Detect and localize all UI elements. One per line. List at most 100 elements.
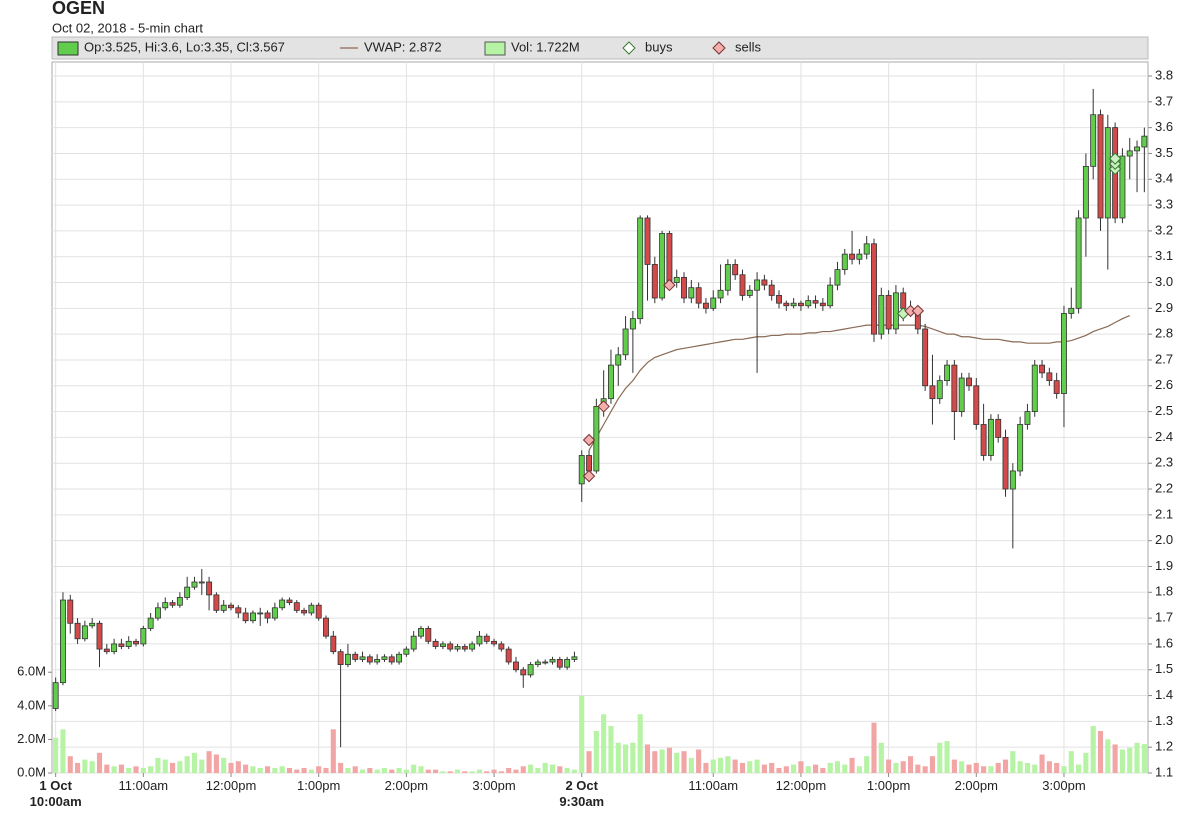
volume-bar [557, 766, 563, 773]
volume-bar [981, 766, 987, 773]
volume-bar [89, 761, 95, 773]
candle-body [578, 455, 585, 485]
y-tick-label: 1.1 [1155, 764, 1173, 779]
candle-body [184, 586, 191, 598]
volume-bar [1054, 762, 1060, 773]
legend-swatch [484, 41, 506, 56]
volume-bar [608, 725, 614, 773]
candle-body [681, 276, 687, 299]
volume-bar [644, 744, 651, 773]
candle-body [702, 302, 709, 309]
volume-bar [279, 766, 285, 773]
volume-bar [447, 771, 453, 773]
volume-bar [257, 767, 263, 773]
volume-bar [1090, 725, 1096, 773]
candle-body [688, 287, 695, 299]
plot-area [51, 61, 1149, 774]
candle-body [447, 643, 454, 650]
candle-body [249, 612, 256, 622]
volume-bar [60, 729, 66, 773]
volume-bar [937, 742, 943, 773]
x-tick-label: 1:00pm [297, 778, 341, 793]
y2-tick-label: 2.0M [17, 731, 46, 746]
volume-bar [1134, 742, 1140, 773]
volume-bar [615, 742, 621, 773]
volume-bar [484, 771, 490, 773]
candle-body [1141, 135, 1148, 148]
sell-marker [582, 469, 596, 483]
candle-body [213, 594, 220, 611]
volume-bar [162, 759, 168, 773]
candle-body [783, 302, 790, 307]
candle-body [710, 297, 717, 309]
volume-bar [506, 767, 512, 773]
candle-body [454, 646, 461, 650]
candle-body [805, 300, 812, 307]
candle-body [958, 377, 965, 412]
volume-bar [221, 757, 227, 773]
candle-body [118, 643, 125, 647]
volume-bar [286, 767, 293, 773]
candle-body [980, 424, 987, 456]
y-tick-label: 3.0 [1155, 274, 1173, 289]
volume-bar [696, 749, 702, 773]
candle-body [571, 656, 578, 660]
candle-body [1002, 437, 1009, 490]
candle-body [922, 328, 929, 387]
volume-bar [272, 767, 278, 773]
candle-body [944, 364, 951, 382]
volume-bar [294, 769, 300, 773]
volume-bar [184, 756, 190, 773]
x-tick-label: 3:00pm [1042, 778, 1086, 793]
candle-body [1126, 150, 1133, 157]
volume-bar [674, 752, 680, 773]
volume-bar [827, 762, 833, 773]
candle-body [439, 643, 446, 647]
candle-body [286, 599, 293, 604]
sell-marker [597, 400, 610, 413]
volume-bar [571, 769, 577, 773]
y2-tick-label: 4.0M [17, 697, 46, 712]
candle-body [476, 635, 483, 645]
volume-bar [842, 764, 848, 773]
volume-bar [469, 771, 475, 773]
y-tick-label: 3.5 [1155, 145, 1173, 160]
candle-body [103, 648, 110, 653]
y-tick-label: 2.7 [1155, 351, 1173, 366]
chart-title: OGEN [52, 0, 105, 18]
candle-body [60, 599, 66, 684]
candle-body [147, 617, 154, 629]
y-tick-label: 2.3 [1155, 455, 1173, 470]
volume-bar [111, 766, 117, 773]
candle-body [235, 607, 242, 614]
volume-bar [754, 759, 760, 773]
volume-bar [206, 751, 212, 773]
volume-bar [1097, 731, 1104, 773]
volume-bar [915, 764, 921, 773]
candle-body [776, 295, 782, 304]
candle-body [827, 284, 834, 307]
volume-bar [359, 769, 366, 773]
volume-bar [118, 764, 124, 773]
volume-bar [623, 744, 629, 773]
candle-body [81, 625, 88, 640]
volume-bar [864, 756, 870, 773]
candle-body [125, 640, 132, 647]
candle-body [900, 292, 907, 309]
volume-bar [966, 764, 972, 773]
candle-body [469, 643, 476, 650]
volume-bar [126, 767, 132, 773]
candle-body [271, 607, 278, 619]
volume-bar [243, 764, 249, 773]
legend: Op:3.525, Hi:3.6, Lo:3.35, Cl:3.567 VWAP:… [57, 39, 762, 56]
candle-body [520, 669, 527, 676]
volume-bar [834, 761, 841, 773]
volume-bar [951, 759, 957, 773]
candle-body [724, 264, 731, 291]
volume-bar [513, 769, 519, 773]
candle-body [973, 385, 980, 425]
volume-bar [374, 769, 380, 773]
candle-body [89, 622, 96, 627]
legend-label: Op:3.525, Hi:3.6, Lo:3.35, Cl:3.567 [84, 39, 285, 54]
